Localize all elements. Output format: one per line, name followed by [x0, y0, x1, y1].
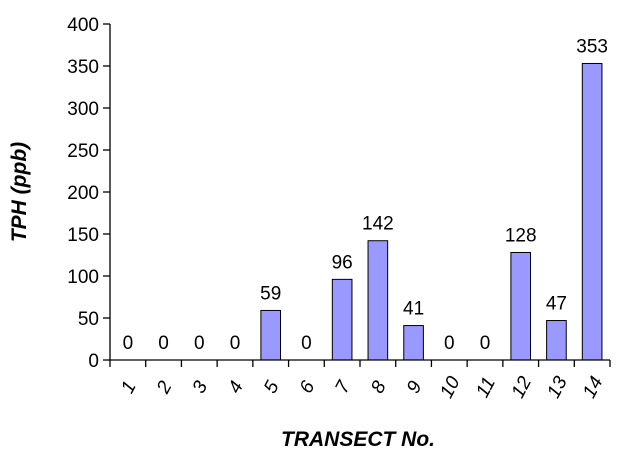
y-tick-label: 50: [78, 309, 99, 330]
bar-transect-9: [403, 325, 424, 361]
data-label: 47: [546, 294, 567, 315]
bar-transect-12: [510, 251, 532, 361]
data-label: 0: [480, 333, 491, 354]
data-label: 142: [362, 214, 394, 235]
x-tick-label: 5: [260, 377, 284, 397]
x-tick-label: 10: [436, 373, 465, 402]
y-tick-label: 250: [67, 141, 99, 162]
bar-transect-14: [581, 62, 603, 361]
y-tick-label: 200: [67, 183, 99, 204]
data-label: 353: [576, 36, 608, 57]
bar-transect-7: [331, 278, 353, 361]
x-tick-label: 12: [508, 373, 537, 402]
y-axis-title: TPH (ppb): [8, 142, 31, 242]
x-tick-label: 2: [152, 377, 176, 397]
y-tick-label: 100: [67, 267, 99, 288]
x-tick-label: 8: [367, 377, 391, 397]
data-label: 0: [444, 333, 455, 354]
data-label: 0: [230, 333, 241, 354]
x-tick-label: 7: [332, 377, 356, 397]
y-tick-label: 0: [88, 351, 99, 372]
data-label: 96: [332, 252, 353, 273]
data-label: 0: [123, 333, 134, 354]
data-label: 0: [158, 333, 169, 354]
data-label: 0: [301, 333, 312, 354]
axes: [109, 24, 610, 361]
y-tick-label: 350: [67, 57, 99, 78]
data-label: 0: [194, 333, 205, 354]
x-tick-label: 3: [189, 377, 213, 397]
x-tick-label: 1: [117, 378, 141, 397]
bar-transect-13: [546, 320, 567, 361]
bar-transect-8: [367, 240, 389, 361]
x-tick-label: 13: [543, 373, 572, 402]
bar-transect-5: [260, 309, 282, 361]
x-tick-label: 6: [296, 377, 320, 397]
x-tick-label: 4: [224, 378, 248, 397]
data-label: 59: [260, 283, 281, 304]
x-tick-label: 14: [579, 373, 607, 402]
data-label: 128: [505, 225, 537, 246]
y-tick-label: 150: [67, 225, 99, 246]
y-tick-label: 400: [67, 15, 99, 36]
x-tick-label: 11: [472, 374, 500, 401]
data-label: 41: [403, 299, 424, 320]
bars: [260, 62, 603, 361]
y-tick-label: 300: [67, 99, 99, 120]
data-labels: 0 0 0 0 59 0 96 142 41 0 0 128 47 353: [123, 36, 608, 354]
x-tick-label: 9: [403, 377, 427, 397]
x-axis-title: TRANSECT No.: [281, 428, 435, 451]
